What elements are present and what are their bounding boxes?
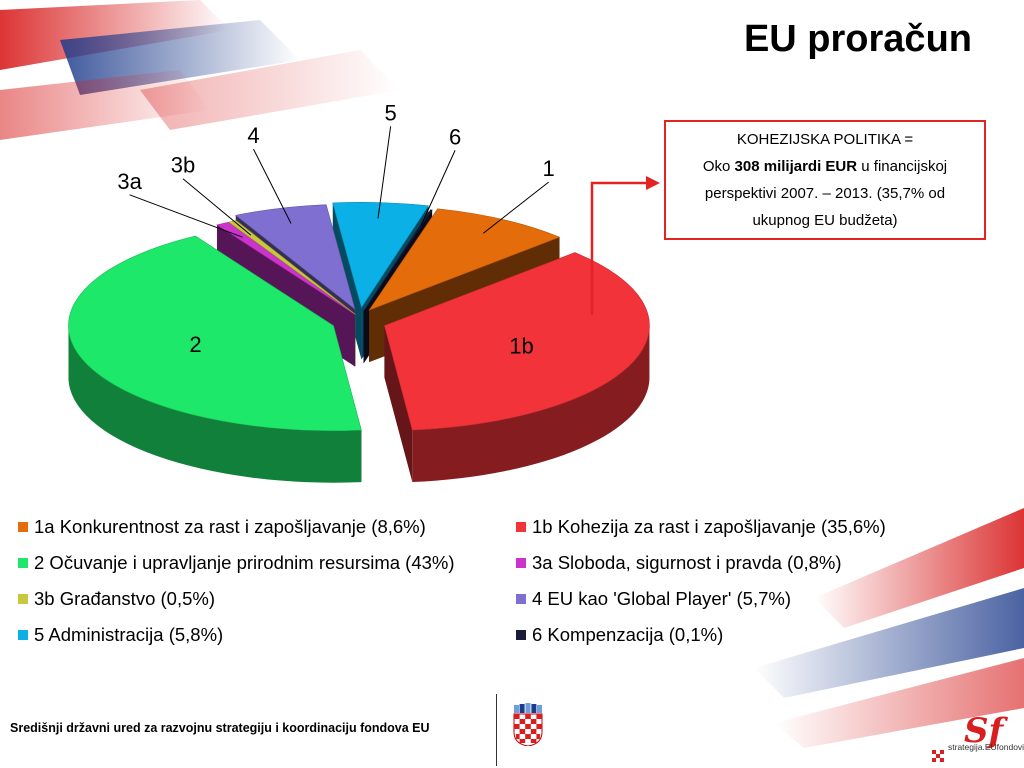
slice-5 bbox=[332, 202, 429, 309]
slice-label-4: 4 bbox=[247, 123, 259, 148]
legend-item-4: 4 EU kao 'Global Player' (5,7%) bbox=[516, 584, 976, 614]
legend-swatch-4 bbox=[516, 594, 526, 604]
slice-1b-rim-0 bbox=[412, 325, 650, 483]
leader-line-3b bbox=[182, 178, 252, 236]
slice-2-rim-0 bbox=[68, 325, 362, 483]
svg-text:Sf: Sf bbox=[964, 711, 1009, 751]
slice-1b bbox=[384, 252, 650, 431]
callout-line-1: KOHEZIJSKA POLITIKA = bbox=[736, 131, 914, 148]
legend-item-5: 5 Administracija (5,8%) bbox=[18, 620, 516, 650]
legend-label-5: 5 Administracija (5,8%) bbox=[34, 624, 224, 645]
strategija-eufondovi-logo-icon: Sf bbox=[932, 711, 1009, 762]
callout-line-3: perspektivi 2007. – 2013. (35,7% od bbox=[704, 185, 946, 202]
slice-label-3b: 3b bbox=[171, 153, 195, 178]
slice-label-1: 1 bbox=[543, 156, 555, 181]
slice-label-2: 2 bbox=[189, 332, 201, 357]
pie-labels: 1 1b 2 3a 3b 4 5 6 bbox=[117, 100, 554, 358]
legend-item-2: 2 Očuvanje i upravljanje prirodnim resur… bbox=[18, 548, 516, 578]
legend-item-3b: 3b Građanstvo (0,5%) bbox=[18, 584, 516, 614]
slice-label-3a: 3a bbox=[117, 169, 142, 194]
legend-label-2: 2 Očuvanje i upravljanje prirodnim resur… bbox=[34, 552, 455, 573]
pie-tops bbox=[68, 202, 650, 431]
legend-label-3a: 3a Sloboda, sigurnost i pravda (0,8%) bbox=[532, 552, 842, 573]
legend-swatch-6 bbox=[516, 630, 526, 640]
slice-1 bbox=[368, 208, 561, 311]
leader-line-5 bbox=[377, 126, 392, 219]
cohesion-callout: KOHEZIJSKA POLITIKA = Oko 308 milijardi … bbox=[664, 120, 986, 240]
leader-line-1 bbox=[483, 181, 549, 234]
leader-line-3a bbox=[129, 194, 243, 238]
callout-arrow-head-icon bbox=[646, 176, 660, 190]
footer-organization: Središnji državni ured za razvojnu strat… bbox=[10, 721, 430, 735]
legend-swatch-5 bbox=[18, 630, 28, 640]
callout-amount: 308 milijardi EUR bbox=[734, 158, 858, 175]
legend-swatch-3a bbox=[516, 558, 526, 568]
legend-label-1b: 1b Kohezija za rast i zapošljavanje (35,… bbox=[532, 516, 886, 537]
slice-1b-wall-1 bbox=[384, 325, 413, 483]
legend-swatch-1b bbox=[516, 522, 526, 532]
legend-swatch-3b bbox=[18, 594, 28, 604]
legend-swatch-1 bbox=[18, 522, 28, 532]
slice-2 bbox=[68, 235, 362, 431]
slice-3b bbox=[228, 220, 356, 315]
chart-legend: 1a Konkurentnost za rast i zapošljavanje… bbox=[18, 512, 978, 650]
legend-label-4: 4 EU kao 'Global Player' (5,7%) bbox=[532, 588, 791, 609]
footer-divider bbox=[496, 694, 497, 766]
slice-4 bbox=[235, 204, 356, 310]
slice-3a bbox=[216, 221, 356, 315]
slide-title: EU proračun bbox=[743, 18, 972, 60]
legend-item-6: 6 Kompenzacija (0,1%) bbox=[516, 620, 976, 650]
logo-caption: strategija.EUfondovi bbox=[948, 742, 1024, 752]
callout-line-2: Oko 308 milijardi EUR u financijskoj bbox=[702, 158, 948, 175]
croatian-coat-of-arms-icon bbox=[513, 703, 543, 746]
legend-item-3a: 3a Sloboda, sigurnost i pravda (0,8%) bbox=[516, 548, 976, 578]
slice-label-1b: 1b bbox=[509, 333, 533, 358]
legend-label-1: 1a Konkurentnost za rast i zapošljavanje… bbox=[34, 516, 426, 537]
legend-label-3b: 3b Građanstvo (0,5%) bbox=[34, 588, 215, 609]
legend-label-6: 6 Kompenzacija (0,1%) bbox=[532, 624, 724, 645]
slice-6 bbox=[363, 209, 433, 312]
legend-item-1: 1a Konkurentnost za rast i zapošljavanje… bbox=[18, 512, 516, 542]
callout-arrow-line bbox=[590, 181, 648, 315]
slice-label-6: 6 bbox=[449, 124, 461, 149]
pie-chart: 1 1b 2 3a 3b 4 5 6 bbox=[68, 100, 660, 483]
legend-item-1b: 1b Kohezija za rast i zapošljavanje (35,… bbox=[516, 512, 976, 542]
leader-line-4 bbox=[253, 148, 292, 224]
callout-line-4: ukupnog EU budžeta) bbox=[752, 212, 898, 229]
leader-line-6 bbox=[420, 150, 456, 226]
legend-swatch-2 bbox=[18, 558, 28, 568]
slice-label-5: 5 bbox=[385, 100, 397, 125]
